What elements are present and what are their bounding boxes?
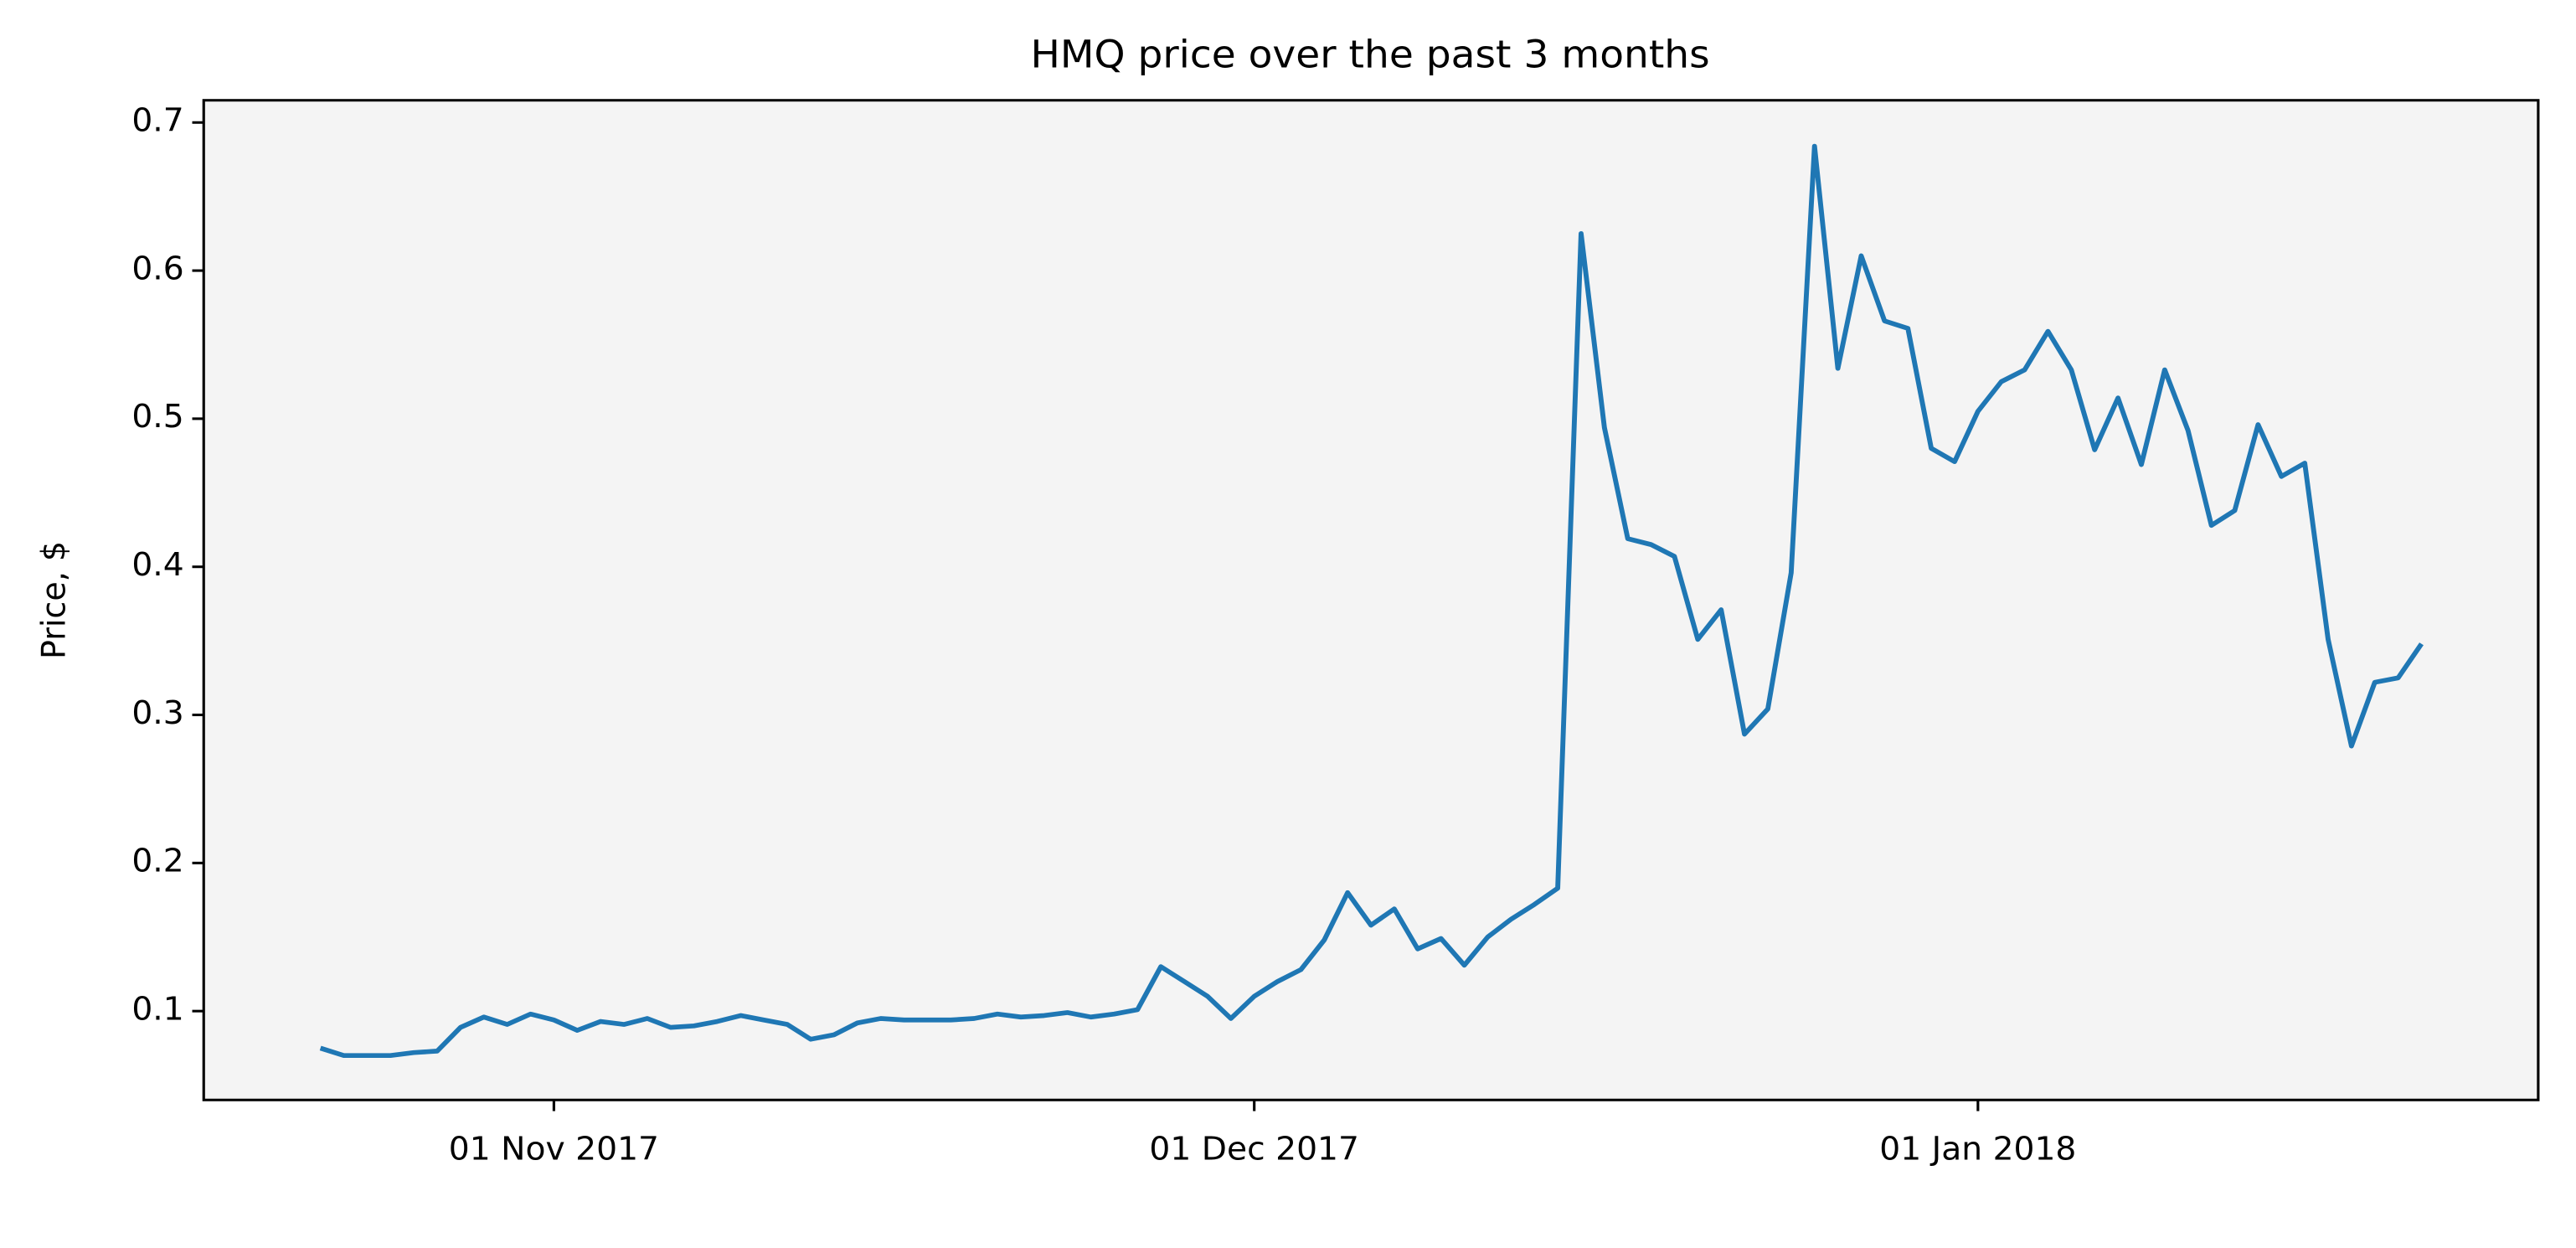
y-tick-label: 0.1 (131, 991, 183, 1028)
y-tick-label: 0.6 (131, 250, 183, 287)
x-tick-label: 01 Nov 2017 (449, 1131, 659, 1168)
y-tick-label: 0.2 (131, 843, 183, 879)
y-axis-label: Price, $ (35, 541, 74, 659)
x-tick-label: 01 Jan 2018 (1879, 1131, 2076, 1168)
y-tick-label: 0.3 (131, 694, 183, 731)
y-tick-label: 0.5 (131, 399, 183, 436)
x-tick-label: 01 Dec 2017 (1149, 1131, 1359, 1168)
y-tick-label: 0.4 (131, 547, 183, 584)
price-line (319, 143, 2424, 1059)
plot-area (204, 100, 2538, 1101)
chart-title: HMQ price over the past 3 months (1030, 32, 1709, 76)
plot-frame (202, 99, 2540, 1101)
y-tick-label: 0.7 (131, 102, 183, 139)
